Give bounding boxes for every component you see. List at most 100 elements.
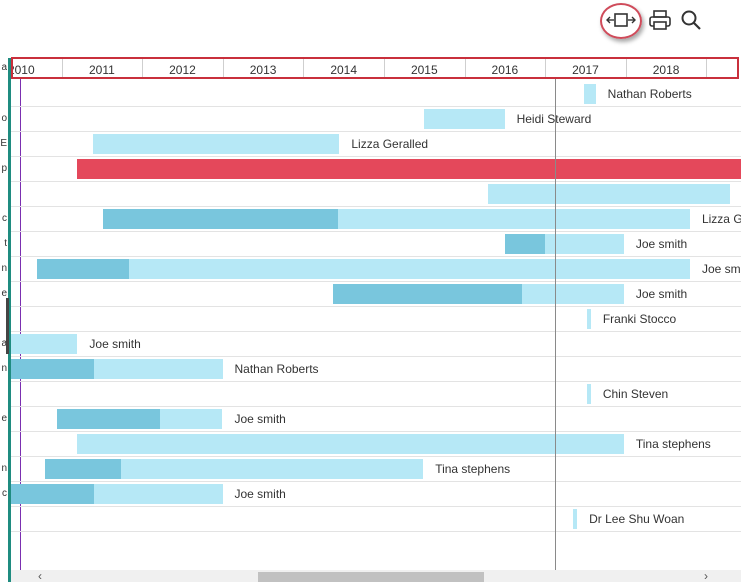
row-divider — [11, 406, 741, 407]
task-resource-label: Joe smith — [635, 287, 688, 301]
year-tick: 2012 — [142, 59, 224, 77]
task-list-label: E — [0, 138, 7, 149]
task-resource-label: Joe smith — [234, 487, 286, 501]
task-bar[interactable] — [11, 334, 78, 354]
scroll-right-arrow[interactable]: › — [704, 569, 708, 583]
task-bar[interactable] — [573, 509, 578, 529]
task-resource-label: Tina stephens — [435, 462, 511, 476]
row-divider — [11, 381, 741, 382]
horizontal-scrollbar[interactable]: ‹ › — [11, 570, 741, 582]
critical-task-bar[interactable] — [77, 159, 741, 179]
task-bar[interactable] — [92, 134, 340, 154]
task-resource-label: Tina stephens — [635, 437, 711, 451]
task-progress — [45, 459, 121, 479]
gantt-chart-area: Nathan Roberts Heidi Steward Lizza Geralle… — [11, 79, 741, 570]
task-progress — [37, 259, 129, 279]
task-list-label: a — [1, 62, 7, 73]
year-tick: 2014 — [303, 59, 385, 77]
task-resource-label: Nathan Roberts — [234, 362, 319, 376]
project-start-line — [20, 79, 21, 570]
task-list-label: c — [2, 488, 7, 499]
task-bar[interactable] — [586, 309, 591, 329]
task-list-label: e — [1, 288, 7, 299]
row-divider — [11, 306, 741, 307]
task-resource-label: Heidi Steward — [516, 112, 592, 126]
task-resource-label: Joe smith — [635, 237, 688, 251]
task-bar[interactable] — [488, 184, 731, 204]
pane-splitter[interactable] — [8, 58, 11, 582]
year-tick: 2018 — [626, 59, 708, 77]
task-list-label: n — [1, 263, 7, 274]
timeline-header: 2010201120122013201420152016201720182 — [11, 57, 739, 79]
task-bar[interactable] — [586, 384, 591, 404]
task-bar[interactable] — [103, 209, 690, 229]
year-tick: 2013 — [223, 59, 305, 77]
fit-to-screen-icon — [606, 13, 636, 27]
task-progress — [11, 484, 94, 504]
task-list-label: e — [1, 413, 7, 424]
task-resource-label: Lizza G — [701, 212, 741, 226]
task-progress — [332, 284, 523, 304]
search-icon — [681, 10, 701, 30]
splitter-grip[interactable] — [6, 298, 9, 354]
task-list-label: p — [1, 163, 7, 174]
row-divider — [11, 281, 741, 282]
task-resource-label: Nathan Roberts — [607, 87, 692, 101]
task-list-label: n — [1, 463, 7, 474]
row-divider — [11, 106, 741, 107]
print-icon — [649, 10, 671, 30]
row-divider — [11, 531, 741, 532]
task-bar[interactable] — [45, 459, 424, 479]
year-tick: 2010 — [13, 59, 63, 77]
row-divider — [11, 131, 741, 132]
task-resource-label: Chin Steven — [602, 387, 669, 401]
task-bar[interactable] — [77, 434, 624, 454]
year-tick: 2015 — [384, 59, 466, 77]
task-list-label: t — [4, 238, 7, 249]
row-divider — [11, 431, 741, 432]
scroll-left-arrow[interactable]: ‹ — [38, 569, 42, 583]
toolbar — [0, 0, 741, 50]
task-list-label: o — [1, 113, 7, 124]
task-resource-label: Dr Lee Shu Woan — [589, 512, 685, 526]
task-resource-label: Franki Stocco — [602, 312, 677, 326]
task-bar[interactable] — [57, 409, 223, 429]
task-resource-label: Lizza Geralled — [351, 137, 429, 151]
row-divider — [11, 356, 741, 357]
task-bar[interactable] — [332, 284, 624, 304]
year-tick: 2011 — [62, 59, 144, 77]
task-progress — [11, 359, 94, 379]
year-tick: 2016 — [465, 59, 547, 77]
task-bar[interactable] — [11, 359, 223, 379]
row-divider — [11, 456, 741, 457]
task-resource-label: Joe smith — [701, 262, 741, 276]
row-divider — [11, 206, 741, 207]
print-button[interactable] — [645, 6, 675, 34]
row-divider — [11, 506, 741, 507]
task-bar[interactable] — [583, 84, 596, 104]
search-button[interactable] — [676, 6, 706, 34]
task-progress — [103, 209, 338, 229]
row-divider — [11, 331, 741, 332]
year-tick: 2017 — [545, 59, 627, 77]
task-bar[interactable] — [37, 259, 690, 279]
task-list-label: c — [2, 213, 7, 224]
row-divider — [11, 156, 741, 157]
today-marker-line — [555, 79, 557, 570]
task-bar[interactable] — [11, 484, 223, 504]
row-divider — [11, 231, 741, 232]
row-divider — [11, 256, 741, 257]
task-list-label: n — [1, 363, 7, 374]
fit-to-screen-button[interactable] — [606, 6, 636, 34]
task-progress — [57, 409, 160, 429]
row-divider — [11, 181, 741, 182]
row-divider — [11, 481, 741, 482]
task-progress — [504, 234, 546, 254]
task-bar[interactable] — [424, 109, 505, 129]
task-resource-label: Joe smith — [234, 412, 286, 426]
task-resource-label: Joe smith — [89, 337, 141, 351]
task-list-label: a — [1, 338, 7, 349]
scrollbar-thumb[interactable] — [258, 572, 484, 582]
task-bar[interactable] — [504, 234, 624, 254]
